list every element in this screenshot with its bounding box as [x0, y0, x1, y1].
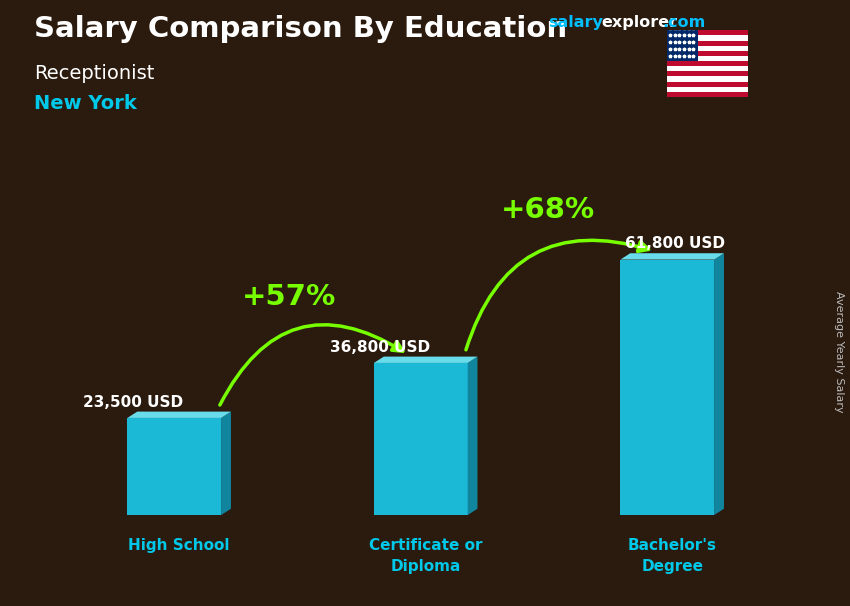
- Bar: [667, 82, 748, 87]
- Text: salary: salary: [548, 15, 604, 30]
- Polygon shape: [714, 253, 724, 515]
- Bar: [667, 92, 748, 97]
- Bar: [667, 61, 748, 66]
- Polygon shape: [128, 418, 221, 515]
- Text: High School: High School: [128, 538, 230, 553]
- Bar: [667, 72, 748, 76]
- Text: 61,800 USD: 61,800 USD: [626, 236, 725, 251]
- Bar: [667, 87, 748, 92]
- Text: explorer: explorer: [601, 15, 677, 30]
- Polygon shape: [620, 259, 714, 515]
- Polygon shape: [221, 411, 231, 515]
- Bar: [667, 30, 698, 61]
- Polygon shape: [468, 356, 478, 515]
- Text: .com: .com: [662, 15, 705, 30]
- Bar: [667, 41, 748, 45]
- Text: New York: New York: [34, 94, 137, 113]
- Bar: [667, 35, 748, 41]
- Text: 36,800 USD: 36,800 USD: [330, 339, 429, 355]
- Text: +57%: +57%: [241, 283, 336, 311]
- Text: Certificate or
Diploma: Certificate or Diploma: [369, 538, 483, 574]
- Polygon shape: [128, 411, 231, 418]
- Polygon shape: [374, 363, 468, 515]
- Bar: [667, 66, 748, 72]
- Text: 23,500 USD: 23,500 USD: [83, 395, 183, 410]
- FancyArrowPatch shape: [466, 241, 649, 350]
- Bar: [667, 51, 748, 56]
- Bar: [667, 76, 748, 82]
- Text: Average Yearly Salary: Average Yearly Salary: [834, 291, 844, 412]
- Bar: [667, 56, 748, 61]
- Text: Salary Comparison By Education: Salary Comparison By Education: [34, 15, 567, 43]
- Polygon shape: [620, 253, 724, 259]
- Text: Receptionist: Receptionist: [34, 64, 155, 82]
- Polygon shape: [374, 356, 478, 363]
- FancyArrowPatch shape: [220, 325, 403, 405]
- Text: +68%: +68%: [501, 196, 595, 224]
- Bar: [667, 30, 748, 35]
- Text: Bachelor's
Degree: Bachelor's Degree: [627, 538, 717, 574]
- Bar: [667, 45, 748, 51]
